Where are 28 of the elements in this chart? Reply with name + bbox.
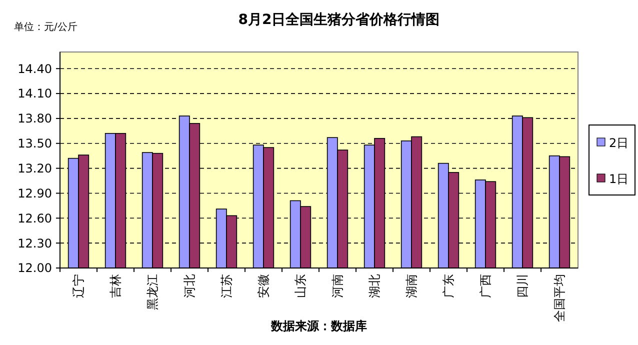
x-tick-label: 湖南 bbox=[404, 274, 419, 298]
y-tick-label: 12.60 bbox=[18, 211, 52, 226]
x-tick-label: 广西 bbox=[478, 274, 493, 298]
y-tick-label: 13.50 bbox=[18, 136, 52, 151]
x-tick-label: 黑龙江 bbox=[146, 274, 160, 310]
x-tick-label: 安徽 bbox=[256, 274, 271, 298]
x-tick-label: 湖北 bbox=[368, 274, 382, 298]
y-tick-label: 13.20 bbox=[18, 162, 52, 176]
chart-title: 8月2日全国生猪分省价格行情图 bbox=[238, 12, 440, 28]
x-tick-label: 全国平均 bbox=[552, 274, 567, 322]
x-tick-label: 江苏 bbox=[220, 274, 234, 298]
legend-label: 1日 bbox=[609, 172, 629, 186]
source-note: 数据来源：数据库 bbox=[270, 319, 367, 333]
x-tick-label: 河北 bbox=[182, 274, 197, 298]
text: 单位：元/公斤 bbox=[14, 21, 78, 33]
y-tick-label: 14.10 bbox=[18, 86, 52, 101]
y-tick-label: 13.80 bbox=[18, 112, 52, 126]
x-tick-label: 辽宁 bbox=[72, 274, 86, 298]
x-tick-label: 吉林 bbox=[108, 274, 123, 298]
x-tick-label: 河南 bbox=[330, 274, 345, 298]
x-tick-label: 广东 bbox=[442, 274, 456, 298]
y-tick-label: 12.90 bbox=[18, 186, 52, 200]
x-tick-label: 山东 bbox=[294, 274, 308, 298]
y-tick-label: 12.00 bbox=[18, 261, 52, 276]
x-tick-label: 四川 bbox=[516, 274, 530, 298]
y-tick-label: 14.40 bbox=[18, 62, 52, 76]
legend-label: 2日 bbox=[609, 136, 629, 150]
y-tick-label: 12.30 bbox=[18, 236, 52, 250]
